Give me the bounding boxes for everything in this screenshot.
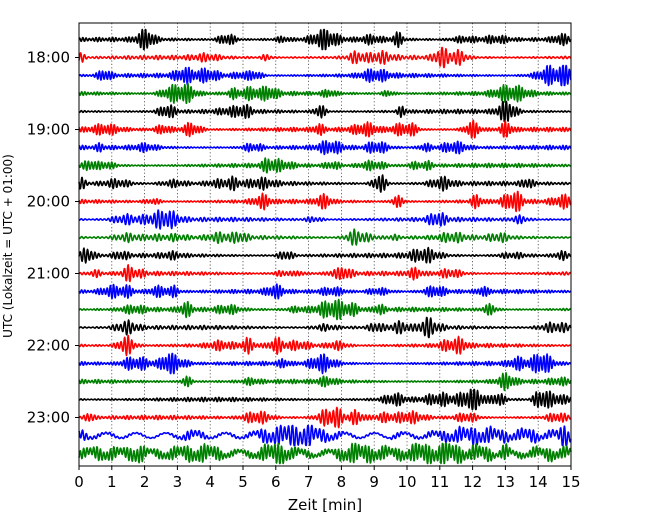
- y-axis-label: UTC (Lokalzeit = UTC + 01:00): [1, 154, 15, 338]
- x-tick-label: 8: [337, 473, 347, 491]
- x-tick-label: 6: [271, 473, 281, 491]
- seismic-traces: [78, 28, 572, 465]
- trace-4: [78, 82, 572, 105]
- x-tick-label: 0: [74, 473, 84, 491]
- y-tick-label: 23:00: [27, 409, 70, 427]
- x-tick-label: 4: [205, 473, 215, 491]
- y-axis: 18:00 19:00 20:00 21:00 22:00 23:00: [27, 49, 79, 427]
- x-tick-label: 14: [529, 473, 548, 491]
- x-axis-label: Zeit [min]: [288, 496, 362, 514]
- trace-5: [78, 100, 572, 123]
- y-tick-label: 18:00: [27, 49, 70, 67]
- trace-21: [78, 388, 572, 411]
- trace-15: [78, 283, 572, 300]
- y-tick-label: 21:00: [27, 265, 70, 283]
- trace-9: [78, 174, 572, 193]
- x-tick-label: 15: [561, 473, 580, 491]
- trace-18: [78, 334, 572, 357]
- trace-3: [78, 64, 572, 87]
- trace-22: [78, 406, 572, 429]
- trace-16: [78, 298, 572, 321]
- x-tick-label: 9: [369, 473, 379, 491]
- trace-20: [78, 372, 572, 392]
- trace-1: [78, 28, 572, 51]
- y-tick-label: 20:00: [27, 193, 70, 211]
- x-tick-label: 7: [304, 473, 314, 491]
- trace-23: [78, 424, 572, 447]
- x-tick-label: 2: [140, 473, 150, 491]
- x-tick-label: 13: [496, 473, 515, 491]
- x-axis: 0 1 2 3 4 5 6 7 8 9 10 11 12 13 14 15: [74, 466, 581, 491]
- y-tick-label: 19:00: [27, 121, 70, 139]
- trace-7: [78, 139, 572, 156]
- x-tick-label: 12: [463, 473, 482, 491]
- trace-8: [78, 157, 572, 174]
- trace-2: [78, 46, 572, 69]
- x-tick-label: 10: [397, 473, 416, 491]
- trace-14: [78, 264, 572, 283]
- x-tick-label: 5: [238, 473, 248, 491]
- trace-19: [78, 352, 572, 375]
- trace-10: [78, 190, 572, 213]
- x-tick-label: 1: [107, 473, 117, 491]
- trace-12: [78, 228, 572, 246]
- vertical-grid: [111, 23, 539, 466]
- trace-11: [78, 209, 572, 230]
- trace-6: [78, 119, 572, 139]
- x-tick-label: 11: [430, 473, 449, 491]
- plot-frame: [78, 22, 572, 467]
- y-tick-label: 22:00: [27, 337, 70, 355]
- x-tick-label: 3: [173, 473, 183, 491]
- trace-24: [78, 442, 572, 465]
- trace-17: [78, 316, 572, 339]
- trace-13: [78, 246, 572, 264]
